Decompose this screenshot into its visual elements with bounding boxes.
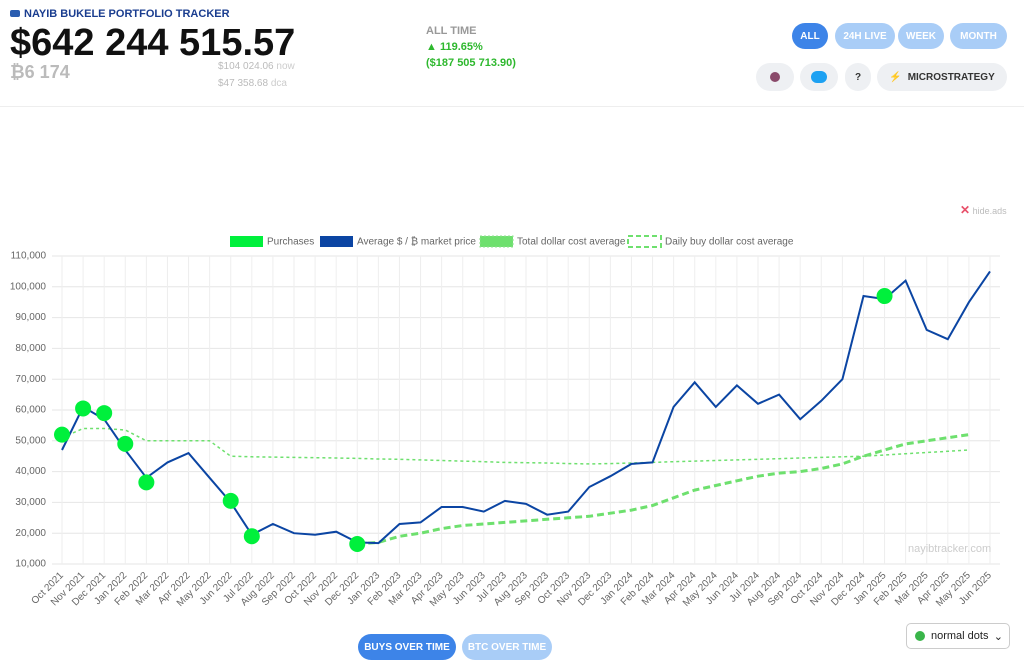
all-time-change: ($187 505 713.90): [426, 57, 516, 69]
dots-select[interactable]: normal dots ⌄: [906, 623, 1010, 649]
btc-amount: ₿6 174: [10, 62, 70, 82]
purchase-dot: [96, 405, 113, 422]
purchase-dot: [75, 400, 92, 417]
series-line: [61, 270, 991, 545]
dca: $47 358.68 dca: [218, 78, 287, 89]
y-tick-label: 80,000: [15, 343, 46, 354]
y-tick-label: 60,000: [15, 405, 46, 416]
app-title: NAYIB BUKELE PORTFOLIO TRACKER: [10, 8, 230, 20]
microstrategy-text: MICROSTRATEGY: [907, 71, 995, 83]
y-tick-label: 100,000: [10, 281, 47, 292]
legend-swatch: [230, 236, 263, 247]
divider: [0, 106, 1024, 107]
range-button[interactable]: MONTH: [950, 23, 1007, 49]
purchase-dot: [222, 492, 239, 509]
title-text: NAYIB BUKELE PORTFOLIO TRACKER: [24, 8, 230, 20]
watermark: nayibtracker.com: [908, 543, 992, 555]
y-tick-label: 40,000: [15, 466, 46, 477]
y-tick-label: 110,000: [11, 251, 47, 262]
legend-swatch: [627, 235, 662, 248]
hide-ads-text: hide.ads: [972, 206, 1007, 216]
series-line: [357, 433, 970, 546]
y-tick-label: 30,000: [15, 497, 46, 508]
profile-button[interactable]: [756, 63, 794, 91]
range-button[interactable]: ALL: [792, 23, 828, 49]
purchase-dot: [138, 474, 155, 491]
y-tick-label: 10,000: [15, 559, 46, 570]
twitter-button[interactable]: [800, 63, 838, 91]
help-button[interactable]: ?: [845, 63, 871, 91]
all-time-label: ALL TIME: [426, 25, 477, 37]
portfolio-value: $642 244 515.57: [10, 22, 296, 64]
purchase-dot: [876, 288, 893, 305]
buys-over-time[interactable]: BUYS OVER TIME: [358, 634, 456, 660]
purchase-dot: [117, 435, 134, 452]
range-button[interactable]: 24H LIVE: [835, 23, 895, 49]
y-tick-label: 50,000: [15, 435, 46, 446]
now-label: now: [276, 61, 295, 72]
btc-over-time[interactable]: BTC OVER TIME: [462, 634, 552, 660]
legend-label: Average $ / ₿ market price: [357, 236, 476, 248]
legend-label: Daily buy dollar cost average: [665, 237, 794, 248]
price-now: $104 024.06 now: [218, 61, 295, 72]
purchase-dot: [243, 528, 260, 545]
price-now-value: $104 024.06: [218, 61, 274, 72]
dots-select-text: normal dots: [931, 630, 989, 642]
y-tick-label: 70,000: [15, 374, 46, 385]
legend-swatch: [479, 235, 514, 248]
dca-value: $47 358.68: [218, 78, 269, 89]
purchase-dot: [349, 535, 366, 552]
dca-label: dca: [270, 78, 287, 89]
range-button[interactable]: WEEK: [898, 23, 944, 49]
hide-ads[interactable]: ✕ hide.ads: [960, 203, 1007, 217]
purchase-dot: [54, 426, 70, 443]
series-line: [61, 427, 969, 465]
legend-label: Total dollar cost average: [517, 237, 626, 248]
legend-swatch: [320, 236, 353, 247]
all-time-percent: ▲ 119.65%: [426, 41, 483, 53]
y-tick-label: 20,000: [15, 528, 46, 539]
legend-label: Purchases: [267, 237, 314, 248]
y-tick-label: 90,000: [15, 312, 46, 323]
microstrategy-button[interactable]: ⚡ MICROSTRATEGY: [877, 63, 1007, 91]
